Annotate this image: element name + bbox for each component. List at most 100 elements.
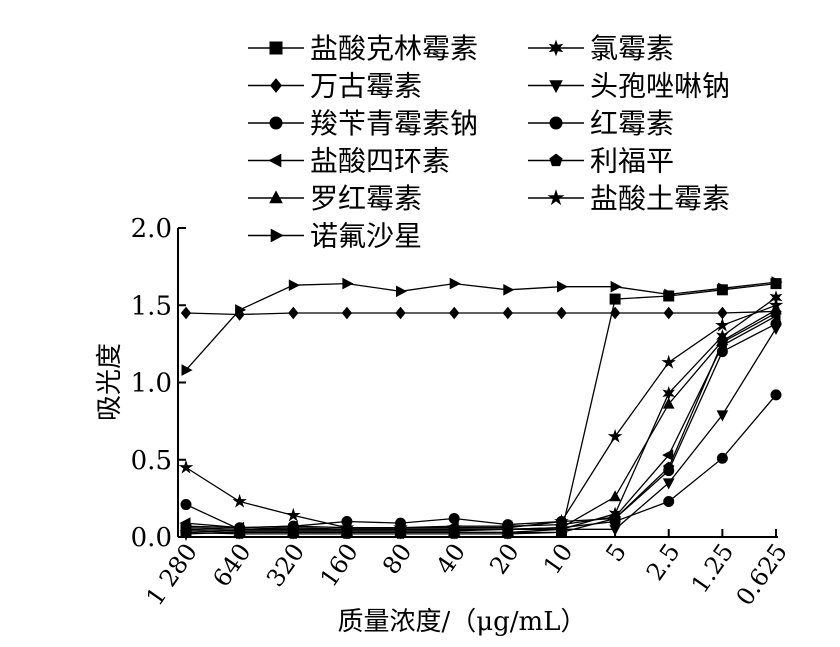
legend-marker	[549, 153, 563, 167]
series-line	[185, 312, 777, 535]
data-point	[233, 522, 246, 534]
data-point	[609, 512, 621, 524]
legend-item: 氯霉素	[528, 32, 674, 65]
legend-marker	[549, 116, 563, 130]
legend-label: 盐酸土霉素	[590, 182, 730, 215]
x-tick-label: 2.5	[641, 538, 686, 585]
legend-label: 罗红霉素	[310, 182, 422, 215]
series-line	[185, 304, 777, 529]
data-point	[715, 317, 730, 332]
legend-label: 氯霉素	[590, 32, 674, 65]
data-point	[768, 297, 784, 312]
series-line	[185, 323, 777, 529]
legend-marker	[268, 153, 282, 168]
data-point	[449, 306, 460, 320]
legend-label: 头孢唑啉钠	[590, 70, 730, 103]
legend-item: 盐酸克林霉素	[248, 32, 478, 65]
x-tick-label: 80	[377, 538, 417, 579]
data-point	[181, 364, 193, 376]
series-line	[185, 282, 777, 534]
data-point	[664, 288, 676, 301]
legend-label: 诺氟沙星	[310, 220, 422, 253]
data-point	[180, 306, 192, 320]
data-point	[716, 410, 729, 422]
data-point	[771, 276, 783, 288]
data-point	[449, 277, 461, 290]
legend-label: 盐酸四环素	[310, 145, 450, 178]
data-point	[770, 389, 782, 401]
legend-marker	[547, 189, 565, 206]
data-point	[396, 285, 408, 298]
legend-item: 诺氟沙星	[248, 220, 422, 253]
data-point	[178, 459, 194, 474]
x-tick-label: 10	[538, 538, 578, 579]
legend-label: 盐酸克林霉素	[310, 32, 478, 65]
x-ticks: 1 280 640 320 160 80 40 20 10 5 2.5 1.250.625	[141, 529, 793, 611]
legend-item: 利福平	[528, 145, 674, 178]
data-point	[288, 279, 300, 292]
x-tick-label: 1.25	[686, 538, 740, 598]
data-point	[232, 493, 247, 508]
x-tick-label: 5	[600, 538, 632, 567]
data-point	[502, 306, 513, 320]
x-axis-label: 质量浓度/（μg/mL）	[338, 607, 587, 637]
data-point	[503, 283, 515, 296]
plot-area: 0.00.51.01.52.0 1 280 640 320 160 80 40 20 10 5 2…	[131, 214, 793, 611]
legend-item: 红霉素	[528, 107, 674, 140]
data-point	[395, 306, 406, 320]
data-point	[180, 499, 192, 511]
data-point	[342, 277, 354, 290]
data-point	[662, 449, 674, 461]
series-line	[185, 281, 777, 371]
data-point	[610, 280, 622, 293]
data-point	[180, 521, 192, 533]
legend-marker	[270, 228, 284, 243]
series-line	[185, 394, 777, 530]
y-ticks: 0.0 0.5 1.0 1.5 2.0	[131, 214, 186, 553]
data-point	[554, 513, 569, 528]
legend-item: 头孢唑啉钠	[528, 70, 730, 103]
series-line	[185, 296, 777, 535]
legend-marker	[549, 80, 563, 94]
legend-marker	[269, 190, 283, 204]
series-line	[185, 309, 777, 530]
legend-item: 万古霉素	[248, 70, 422, 103]
legend-marker	[269, 41, 283, 55]
data-point	[716, 452, 728, 464]
data-point	[557, 280, 569, 293]
data-point	[661, 354, 676, 369]
data-point	[609, 293, 621, 305]
legend-marker	[548, 39, 564, 57]
data-point	[663, 495, 675, 507]
data-point	[235, 304, 247, 316]
series-line	[185, 310, 777, 316]
data-point	[716, 334, 729, 346]
legend-marker	[269, 116, 283, 130]
series-line	[185, 315, 777, 529]
data-point	[393, 520, 408, 534]
legend-label: 红霉素	[590, 107, 674, 140]
data-point	[663, 461, 675, 473]
data-point	[662, 397, 675, 409]
legend-label: 利福平	[590, 145, 674, 178]
data-point	[607, 428, 623, 443]
data-point	[609, 306, 621, 320]
data-point	[717, 306, 728, 320]
x-tick-label: 0.625	[731, 538, 793, 610]
x-tick-label: 40	[431, 538, 471, 579]
legend-item: 盐酸四环素	[248, 145, 450, 178]
x-tick-label: 20	[484, 538, 524, 579]
data-point	[500, 520, 516, 534]
data-point	[339, 520, 355, 534]
data-point	[555, 521, 568, 533]
legend-label: 羧苄青霉素钠	[310, 107, 478, 140]
y-axis-label: 吸光度	[95, 343, 125, 421]
y-tick-label: 2.0	[131, 214, 172, 244]
data-point	[556, 306, 567, 320]
x-tick-label: 640	[207, 538, 256, 592]
legend-item: 盐酸土霉素	[528, 182, 730, 215]
x-tick-label: 320	[261, 538, 310, 592]
